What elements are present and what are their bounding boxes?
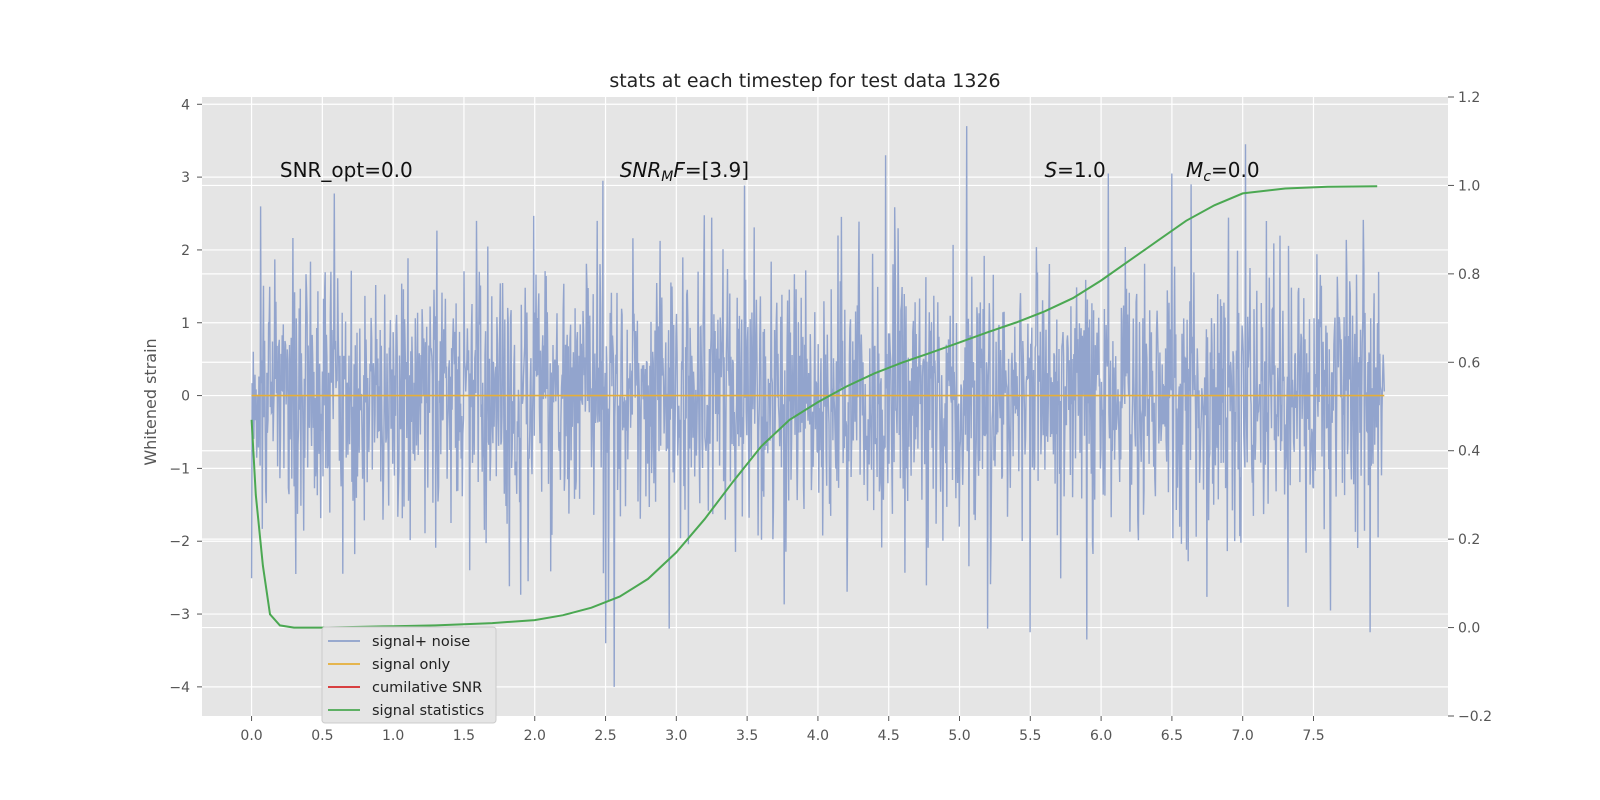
annotations-layer: SNR_opt=0.0 SNRMF=[3.9] S=1.0 Mc=0.0 (280, 158, 1260, 185)
y2-tick-label: 0.0 (1458, 621, 1480, 637)
x-tick-label: 4.0 (807, 728, 829, 744)
x-tick-label: 1.5 (453, 728, 475, 744)
x-tick-label: 2.0 (524, 728, 546, 744)
x-tick-label: 0.5 (311, 728, 333, 744)
y2-tick-label: 0.6 (1458, 355, 1480, 371)
y-tick-label: −3 (169, 607, 190, 623)
annotation-mc-value: Mc=0.0 (1186, 158, 1260, 185)
x-tick-label: 6.0 (1090, 728, 1112, 744)
legend-label: cumilative SNR (372, 680, 482, 696)
y-tick-label: −2 (169, 534, 190, 550)
x-tick-label: 5.0 (948, 728, 970, 744)
y-tick-label: 1 (181, 316, 190, 332)
y-axis-label: Whitened strain (141, 338, 160, 465)
y-tick-label: 3 (181, 170, 190, 186)
y-tick-label: 2 (181, 243, 190, 259)
y2-tick-label: 1.0 (1458, 178, 1480, 194)
annotation-s-value: S=1.0 (1044, 158, 1105, 182)
axis-ticks: 0.0 0.5 1.0 1.5 2.0 2.5 3.0 3.5 4.0 4.5 5.0 5.5 6.0 6… (169, 90, 1492, 744)
y2-tick-label: 0.2 (1458, 532, 1480, 548)
y-tick-label: 4 (181, 97, 190, 113)
signal-noise-series (250, 126, 1385, 687)
x-tick-label: 7.0 (1232, 728, 1254, 744)
y-tick-label: 0 (181, 389, 190, 405)
chart-title: stats at each timestep for test data 132… (609, 70, 1000, 92)
y-tick-label: −1 (169, 461, 190, 477)
x-tick-label: 6.5 (1161, 728, 1183, 744)
x-tick-label: 3.5 (736, 728, 758, 744)
x-tick-label: 2.5 (594, 728, 616, 744)
legend-label: signal only (372, 657, 451, 673)
legend-box (321, 626, 497, 724)
signal-plus-noise-line (250, 126, 1385, 687)
x-tick-label: 4.5 (878, 728, 900, 744)
annotation-snr-mf: SNRMF=[3.9] (620, 158, 749, 185)
x-tick-label: 1.0 (382, 728, 404, 744)
y2-tick-label: −0.2 (1458, 709, 1492, 725)
legend-label: signal+ noise (372, 634, 470, 650)
y2-tick-label: 1.2 (1458, 90, 1480, 106)
legend: signal+ noise signal only cumilative SNR si… (321, 626, 497, 724)
x-tick-label: 5.5 (1019, 728, 1041, 744)
x-tick-label: 3.0 (665, 728, 687, 744)
y2-tick-label: 0.4 (1458, 444, 1480, 460)
annotation-snr-opt: SNR_opt=0.0 (280, 158, 413, 182)
legend-label: signal statistics (372, 703, 484, 719)
x-tick-label: 7.5 (1302, 728, 1324, 744)
y-tick-label: −4 (169, 680, 190, 696)
x-tick-label: 0.0 (240, 728, 262, 744)
y2-tick-label: 0.8 (1458, 267, 1480, 283)
